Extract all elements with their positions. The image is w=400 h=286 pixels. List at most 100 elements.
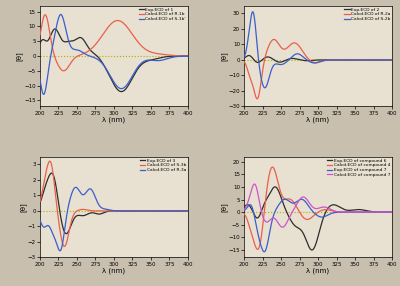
Line: Calcd.ECD of S-3b: Calcd.ECD of S-3b [40, 161, 188, 247]
Calcd.ECD of S-3b [186, 209, 190, 213]
Line: Exp.ECD of 3: Exp.ECD of 3 [40, 173, 188, 234]
Line: Exp.ECD of 1: Exp.ECD of 1 [40, 29, 188, 92]
Calcd.ECD of R-1b [181, 54, 186, 58]
Calcd.ECD of R-3a [58, 249, 62, 253]
Exp.ECD of 1 [154, 57, 159, 60]
Line: Exp.ECD of compound 6: Exp.ECD of compound 6 [244, 187, 392, 250]
Calcd.ECD of S-2b [390, 58, 394, 62]
Exp.ECD of 2 [314, 58, 318, 62]
Calcd.ECD of R-3a [38, 219, 42, 222]
Calcd.ECD of compound 7 [280, 225, 285, 229]
Calcd.ECD of R-3a [181, 209, 186, 213]
Exp.ECD of compound 7 [310, 209, 315, 212]
Calcd.ECD of S-1b' [58, 13, 63, 16]
Line: Exp.ECD of compound 7: Exp.ECD of compound 7 [244, 199, 392, 252]
Calcd.ECD of R-2a [249, 80, 254, 84]
Exp.ECD of 2 [358, 58, 363, 62]
Exp.ECD of 1 [186, 54, 190, 58]
Exp.ECD of compound 6 [390, 210, 394, 214]
Exp.ECD of 3 [49, 171, 54, 175]
Calcd.ECD of R-2a [386, 58, 390, 62]
Exp.ECD of compound 7 [386, 210, 390, 214]
Exp.ECD of 3 [38, 201, 42, 205]
Exp.ECD of 2 [386, 58, 390, 62]
Calcd.ECD of R-2a [314, 61, 318, 64]
X-axis label: λ (nm): λ (nm) [102, 117, 126, 124]
Calcd.ECD of compound 4 [310, 215, 315, 219]
Exp.ECD of 2 [242, 56, 246, 60]
Exp.ECD of compound 7 [314, 213, 318, 217]
Calcd.ECD of R-1b [45, 19, 50, 23]
Exp.ECD of 2 [246, 54, 251, 57]
Exp.ECD of 1 [181, 54, 186, 58]
Exp.ECD of 3 [64, 232, 69, 235]
Exp.ECD of compound 6 [385, 210, 390, 214]
Line: Calcd.ECD of S-1b': Calcd.ECD of S-1b' [40, 15, 188, 94]
Exp.ECD of compound 6 [358, 208, 363, 211]
Calcd.ECD of S-3b [181, 209, 186, 213]
Calcd.ECD of S-3b [110, 209, 114, 213]
Exp.ECD of 3 [106, 210, 110, 213]
Calcd.ECD of compound 4 [255, 248, 260, 251]
Calcd.ECD of compound 4 [270, 165, 275, 169]
Calcd.ECD of S-3b [181, 209, 186, 213]
Calcd.ECD of R-2a [272, 38, 276, 41]
Calcd.ECD of S-2b [250, 10, 255, 13]
Line: Calcd.ECD of compound 7: Calcd.ECD of compound 7 [244, 184, 392, 227]
Calcd.ECD of R-3a [45, 224, 50, 227]
Exp.ECD of compound 7 [390, 210, 394, 214]
Calcd.ECD of R-2a [242, 60, 246, 63]
Calcd.ECD of S-3b [38, 200, 42, 203]
Calcd.ECD of R-3a [110, 209, 114, 212]
Calcd.ECD of R-2a [310, 60, 315, 63]
Exp.ECD of compound 6 [310, 248, 315, 252]
Y-axis label: [θ]: [θ] [16, 51, 23, 61]
Calcd.ECD of compound 7 [390, 210, 394, 214]
Line: Calcd.ECD of R-2a: Calcd.ECD of R-2a [244, 39, 392, 99]
Calcd.ECD of S-2b [358, 58, 363, 62]
Exp.ECD of compound 6 [386, 210, 390, 214]
Calcd.ECD of compound 4 [242, 212, 246, 216]
Calcd.ECD of compound 4 [390, 210, 394, 214]
Calcd.ECD of S-2b [310, 61, 315, 64]
Calcd.ECD of S-3b [47, 159, 52, 163]
Exp.ECD of 3 [154, 209, 159, 213]
Calcd.ECD of S-3b [154, 209, 159, 213]
Exp.ECD of 2 [249, 55, 254, 59]
Calcd.ECD of compound 4 [314, 212, 318, 215]
Exp.ECD of compound 7 [283, 198, 288, 201]
Exp.ECD of 1 [106, 72, 110, 75]
Calcd.ECD of compound 4 [358, 210, 363, 214]
Calcd.ECD of S-3b [106, 209, 110, 213]
Exp.ECD of 1 [181, 54, 186, 58]
Calcd.ECD of R-3a [74, 186, 78, 189]
Exp.ECD of 1 [119, 90, 124, 93]
Legend: Exp.ECD of 3, Calcd.ECD of S-3b, Calcd.ECD of R-3a: Exp.ECD of 3, Calcd.ECD of S-3b, Calcd.E… [140, 158, 186, 173]
Exp.ECD of 2 [310, 59, 315, 62]
Exp.ECD of compound 7 [262, 250, 267, 253]
Calcd.ECD of R-1b [110, 21, 114, 25]
Line: Calcd.ECD of R-1b: Calcd.ECD of R-1b [40, 15, 188, 71]
Exp.ECD of 1 [38, 41, 42, 45]
Calcd.ECD of S-2b [262, 86, 267, 90]
Calcd.ECD of R-1b [154, 52, 159, 55]
Exp.ECD of compound 7 [242, 209, 246, 212]
Calcd.ECD of compound 7 [252, 182, 257, 186]
Calcd.ECD of R-3a [186, 209, 190, 213]
Exp.ECD of compound 7 [249, 204, 254, 208]
Legend: Exp.ECD of compound 6, Calcd.ECD of compound 4, Exp.ECD of compound 7, Calcd.ECD: Exp.ECD of compound 6, Calcd.ECD of comp… [327, 158, 391, 177]
Exp.ECD of 3 [110, 209, 114, 213]
Calcd.ECD of R-1b [106, 25, 110, 29]
Exp.ECD of 3 [181, 209, 186, 213]
Y-axis label: [θ]: [θ] [20, 202, 26, 212]
Calcd.ECD of compound 7 [385, 210, 390, 214]
Calcd.ECD of S-1b' [110, 77, 114, 81]
Calcd.ECD of R-1b [186, 54, 190, 58]
Calcd.ECD of compound 7 [314, 207, 318, 210]
Exp.ECD of compound 6 [273, 185, 278, 188]
Calcd.ECD of S-2b [386, 58, 390, 62]
Exp.ECD of compound 7 [385, 210, 390, 214]
Calcd.ECD of S-1b' [181, 54, 186, 58]
Calcd.ECD of R-1b [38, 33, 42, 37]
Line: Calcd.ECD of S-2b: Calcd.ECD of S-2b [244, 12, 392, 88]
